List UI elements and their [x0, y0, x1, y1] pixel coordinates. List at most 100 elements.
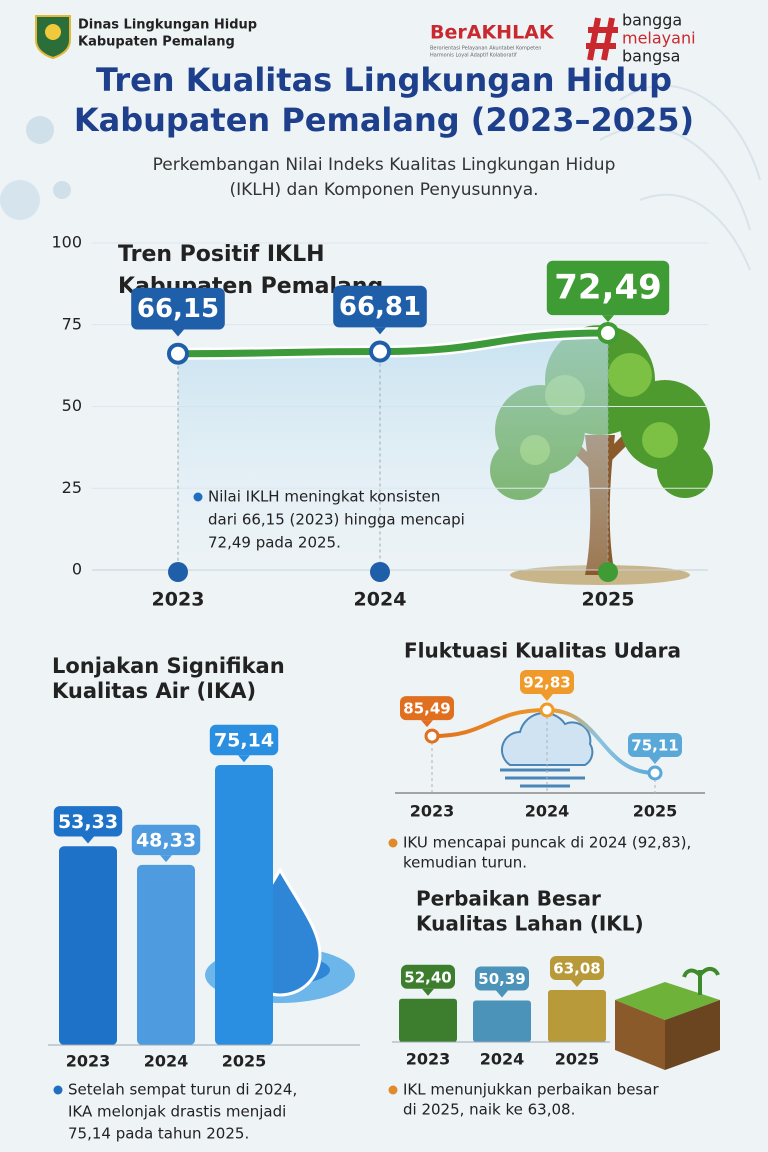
- text-line: di 2025, naik ke 63,08.: [403, 1101, 575, 1119]
- category-dot: [370, 562, 390, 582]
- hash-logo: [586, 17, 618, 61]
- x-tick-label: 2025: [555, 1050, 600, 1069]
- category-dot: [168, 562, 188, 582]
- category-dot: [598, 562, 618, 582]
- value-label-box: [628, 733, 682, 757]
- bar: [59, 846, 117, 1045]
- value-label-box: [209, 724, 279, 756]
- title: Tren Kualitas Lingkungan Hidup: [96, 61, 672, 99]
- value-label-box: [333, 285, 427, 328]
- value-label: 72,49: [554, 267, 662, 307]
- x-tick-label: 2025: [633, 802, 678, 821]
- text-line: IKL menunjukkan perbaikan besar: [403, 1081, 659, 1099]
- subtitle: Perkembangan Nilai Indeks Kualitas Lingk…: [153, 155, 616, 175]
- point: [369, 340, 391, 363]
- value-label: 63,08: [553, 960, 600, 978]
- value-label-pointer: [238, 755, 250, 763]
- text-line: Lonjakan Signifikan: [52, 654, 285, 678]
- x-tick-label: 2023: [406, 1050, 451, 1069]
- value-label: 52,40: [404, 968, 451, 986]
- value-label-pointer: [649, 757, 661, 764]
- text-line: Kualitas Lahan (IKL): [416, 912, 644, 936]
- soil-illustration: [615, 967, 720, 1070]
- x-tick-label: 2024: [525, 802, 570, 821]
- value-label-pointer: [421, 720, 433, 728]
- bullet: [388, 838, 398, 848]
- value-label-pointer: [422, 988, 434, 996]
- x-tick-label: 2024: [144, 1052, 189, 1071]
- value-label-box: [475, 966, 529, 991]
- bar: [215, 765, 273, 1045]
- text-line: dari 66,15 (2023) hingga mencapi: [208, 511, 465, 529]
- value-label: 48,33: [136, 829, 196, 851]
- area: [178, 332, 608, 570]
- value-label-pointer: [496, 990, 508, 998]
- value-label-box: [550, 956, 604, 980]
- slogan: melayani: [622, 29, 696, 48]
- x-tick-label: 2024: [354, 589, 407, 611]
- org-name: Dinas Lingkungan Hidup: [78, 18, 257, 33]
- value-label-box: [401, 964, 455, 989]
- value-label: 92,83: [523, 674, 570, 692]
- value-label-box: [400, 696, 454, 721]
- berakhlak: BerAKHLAK: [430, 22, 555, 44]
- value-label: 50,39: [478, 970, 525, 988]
- text-line: IKA melonjak drastis menjadi: [68, 1103, 286, 1121]
- point: [167, 342, 189, 365]
- x-tick-label: 2025: [582, 589, 635, 611]
- x-tick-label: 2023: [152, 589, 205, 611]
- cloud-illustration: [500, 711, 594, 788]
- point: [424, 728, 440, 744]
- value-label-pointer: [82, 836, 94, 844]
- subtitle: (IKLH) dan Komponen Penyusunnya.: [229, 180, 538, 200]
- x-tick-label: 2024: [480, 1050, 525, 1069]
- text-line: kemudian turun.: [403, 854, 527, 872]
- value-label-pointer: [602, 315, 614, 323]
- decoration: [0, 84, 761, 271]
- value-label: 75,11: [631, 737, 678, 755]
- text-line: Kualitas Air (IKA): [52, 679, 256, 703]
- slogan: bangga: [622, 11, 682, 30]
- point: [539, 702, 555, 718]
- value-label: 85,49: [403, 700, 450, 718]
- slogan: bangsa: [622, 47, 680, 66]
- y-tick-label: 25: [62, 478, 82, 497]
- value-label-box: [131, 824, 201, 856]
- text-line: 72,49 pada 2025.: [208, 534, 341, 552]
- y-tick-label: 75: [62, 314, 82, 333]
- point: [647, 765, 663, 781]
- point: [597, 321, 619, 344]
- text-line: IKU mencapai puncak di 2024 (92,83),: [403, 834, 691, 852]
- logo: [35, 15, 71, 60]
- value-label-box: [53, 806, 123, 837]
- text-line: 75,14 pada tahun 2025.: [68, 1125, 249, 1143]
- berakhlak-tagline: Berorientasi Pelayanan Akuntabel Kompete…: [430, 46, 541, 52]
- value-label-box: [546, 260, 670, 316]
- value-label-pointer: [160, 855, 172, 863]
- y-tick-label: 50: [62, 396, 82, 415]
- value-label-pointer: [571, 980, 583, 987]
- bullet: [388, 1085, 398, 1095]
- x-tick-label: 2025: [222, 1052, 267, 1071]
- bar: [548, 990, 606, 1042]
- value-label-box: [520, 670, 574, 694]
- x-tick-label: 2023: [66, 1052, 111, 1071]
- text-line: Tren Positif IKLH: [118, 242, 325, 267]
- y-tick-label: 100: [51, 233, 82, 252]
- value-label-pointer: [374, 327, 386, 335]
- bullet: [53, 1085, 63, 1095]
- org-name: Kabupaten Pemalang: [78, 35, 235, 50]
- value-label-pointer: [541, 694, 553, 701]
- bar: [137, 864, 195, 1045]
- text-line: Setelah sempat turun di 2024,: [68, 1081, 297, 1099]
- bar: [473, 1000, 531, 1042]
- value-label: 66,15: [137, 294, 219, 324]
- text-line: Nilai IKLH meningkat konsisten: [208, 488, 440, 506]
- text-line: Perbaikan Besar: [416, 887, 601, 911]
- berakhlak-tagline: Harmonis Loyal Adaptif Kolaboratif: [430, 53, 517, 59]
- bar: [399, 998, 457, 1042]
- bullet: [193, 492, 203, 502]
- value-label: 75,14: [214, 730, 274, 752]
